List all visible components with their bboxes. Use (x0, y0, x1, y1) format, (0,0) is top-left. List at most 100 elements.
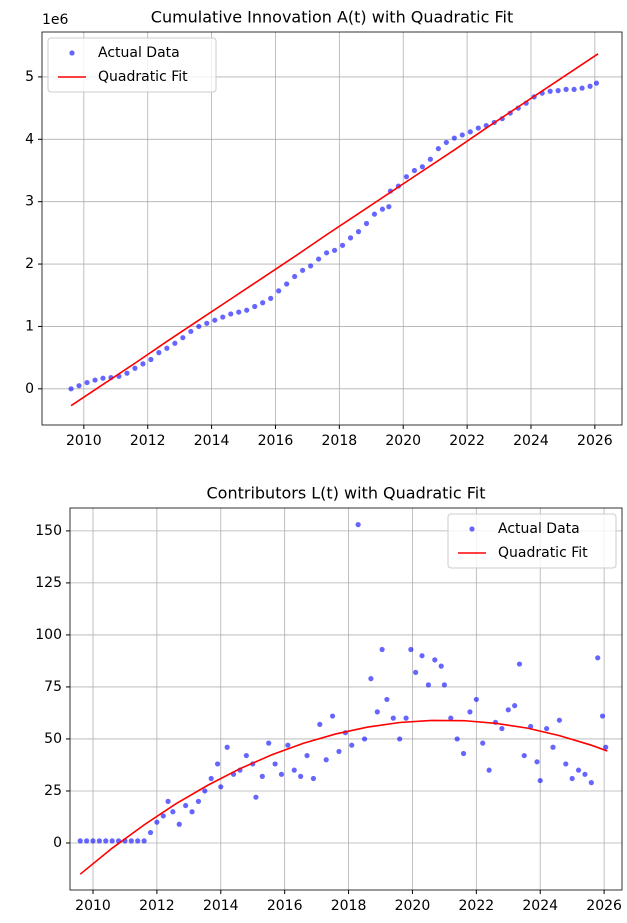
x-tick-label: 2016 (267, 898, 303, 914)
data-point (135, 838, 141, 844)
legend-label: Quadratic Fit (498, 545, 588, 561)
data-point (397, 736, 403, 742)
data-point (218, 784, 224, 790)
data-point (196, 323, 202, 330)
data-point (555, 88, 561, 94)
data-point (587, 83, 593, 89)
legend-label: Actual Data (498, 521, 580, 537)
data-point (556, 717, 562, 723)
data-point (284, 281, 290, 287)
axes-frame (69, 507, 623, 891)
data-point (588, 780, 594, 786)
data-point (467, 709, 473, 715)
data-point (285, 742, 291, 748)
data-point (76, 383, 82, 389)
x-tick-label: 2010 (75, 898, 111, 914)
data-point (228, 311, 234, 317)
data-point (473, 696, 479, 703)
data-point (441, 682, 447, 688)
data-point (128, 838, 134, 844)
data-point (355, 229, 362, 235)
data-point (467, 129, 473, 135)
x-tick-label: 2024 (513, 433, 549, 449)
data-point (323, 250, 330, 256)
legend-box (447, 513, 617, 569)
y-tick-label: 100 (35, 627, 62, 643)
data-point (84, 838, 90, 844)
data-point (537, 777, 543, 784)
x-tick-label: 2014 (203, 898, 239, 914)
y-tick-label: 5 (25, 69, 34, 85)
data-point (292, 273, 298, 280)
x-tick-label: 2026 (577, 433, 613, 449)
y-tick-label: 0 (25, 381, 34, 397)
data-point (208, 775, 214, 782)
data-point (386, 204, 392, 210)
data-point (443, 139, 449, 146)
data-point (323, 757, 329, 763)
data-point (77, 838, 83, 844)
data-point (544, 725, 550, 732)
data-point (582, 771, 588, 777)
data-point (329, 713, 336, 719)
data-point (331, 247, 338, 253)
x-tick-label: 2024 (522, 898, 558, 914)
data-point (505, 707, 511, 713)
data-point (427, 156, 433, 162)
data-point (140, 361, 146, 367)
y-tick-label: 50 (44, 731, 62, 747)
data-point (160, 813, 166, 819)
data-point (516, 661, 523, 667)
data-point (148, 356, 154, 363)
data-point (224, 744, 230, 750)
data-point (189, 809, 195, 815)
data-point (413, 669, 419, 675)
data-point (103, 838, 109, 844)
y-tick-label: 4 (25, 131, 34, 147)
x-tick-label: 2012 (139, 898, 175, 914)
data-point (317, 721, 323, 727)
data-point (512, 703, 518, 709)
fit-line (70, 53, 599, 407)
data-point (268, 295, 274, 301)
data-point (176, 821, 182, 827)
data-point (438, 663, 444, 669)
data-point (266, 740, 272, 746)
y-tick-label: 2 (25, 256, 34, 272)
x-tick-label: 2022 (459, 898, 495, 914)
data-point (298, 773, 304, 779)
data-point (92, 377, 98, 383)
legend-marker (469, 526, 475, 532)
y-tick-label: 0 (53, 835, 62, 851)
data-point (419, 164, 425, 170)
chart-title: Cumulative Innovation A(t) with Quadrati… (151, 8, 513, 27)
data-point (599, 713, 606, 719)
data-point (563, 86, 569, 92)
legend-marker (69, 50, 75, 56)
data-point (361, 736, 368, 742)
data-point (403, 715, 409, 721)
data-point (336, 748, 342, 755)
data-point (368, 676, 374, 682)
legend-box (47, 37, 217, 93)
data-point (384, 696, 390, 703)
data-point (451, 135, 457, 141)
data-point (569, 775, 575, 782)
data-point (100, 375, 106, 381)
data-point (379, 646, 385, 653)
data-point (371, 211, 378, 217)
data-point (454, 736, 460, 742)
data-point (379, 206, 386, 212)
data-point (132, 365, 138, 371)
data-point (349, 742, 355, 748)
data-point (90, 838, 96, 844)
data-point (84, 379, 90, 386)
data-point (579, 85, 585, 91)
x-tick-label: 2020 (385, 433, 421, 449)
data-point (214, 761, 221, 767)
x-tick-label: 2018 (322, 433, 358, 449)
data-point (124, 370, 130, 376)
data-point (499, 725, 505, 732)
y-tick-label: 150 (35, 523, 62, 539)
data-point (419, 653, 425, 659)
